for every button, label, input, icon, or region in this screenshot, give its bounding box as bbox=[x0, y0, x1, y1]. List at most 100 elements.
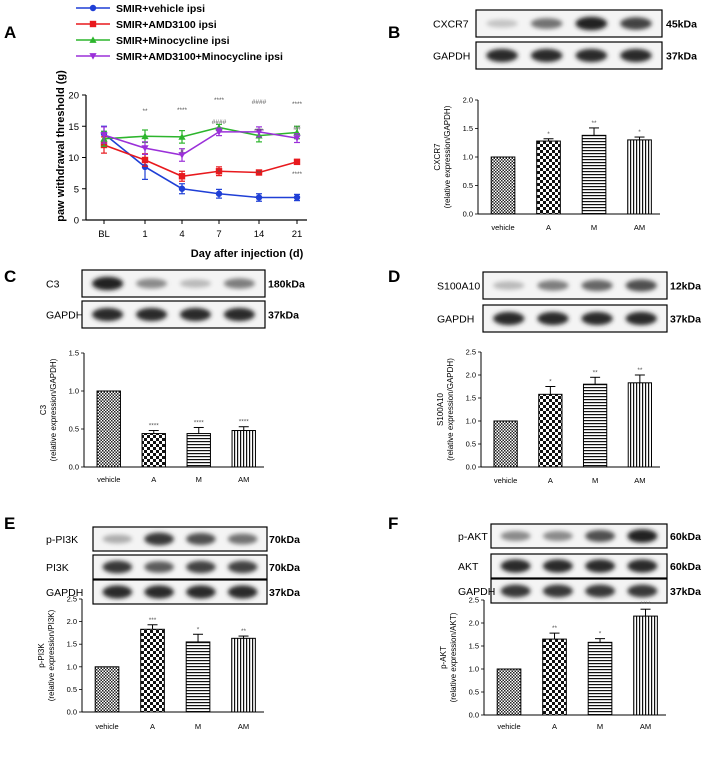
x-tick-label: A bbox=[546, 223, 551, 232]
blot-band bbox=[135, 307, 168, 322]
blot-row-pi3k: PI3K 70kDa bbox=[46, 554, 300, 580]
series-line bbox=[103, 144, 298, 178]
blot-label: S100A10 bbox=[437, 281, 480, 293]
blot-row-akt: AKT 60kDa bbox=[458, 553, 701, 579]
series-line bbox=[103, 131, 298, 156]
significance-label: * bbox=[547, 131, 550, 138]
significance-label: *** bbox=[149, 617, 157, 624]
blot-band bbox=[227, 585, 258, 599]
blot-label: GAPDH bbox=[433, 51, 470, 63]
molecular-weight-label: 37kDa bbox=[666, 51, 697, 63]
x-tick-label: A bbox=[552, 722, 557, 731]
molecular-weight-label: 37kDa bbox=[269, 587, 300, 599]
y-tick-label: 0 bbox=[74, 216, 79, 227]
y-tick-label: 5 bbox=[74, 184, 79, 195]
blot-label: CXCR7 bbox=[433, 19, 469, 31]
x-tick-label: M bbox=[591, 223, 597, 232]
x-tick-label: vehicle bbox=[497, 722, 520, 731]
bar-a bbox=[141, 433, 166, 468]
blot-band bbox=[486, 19, 518, 28]
significance-label: ** bbox=[637, 367, 643, 374]
data-point-circle bbox=[178, 185, 186, 192]
x-tick-label: vehicle bbox=[95, 722, 118, 731]
significance-label: * bbox=[197, 626, 200, 633]
molecular-weight-label: 37kDa bbox=[670, 586, 701, 598]
x-tick-label: 21 bbox=[292, 229, 303, 240]
blot-band bbox=[144, 532, 174, 546]
bar-vehicle bbox=[94, 666, 120, 713]
significance-label: **** bbox=[194, 419, 205, 426]
bar-a bbox=[542, 638, 567, 716]
significance-label: ** bbox=[241, 628, 247, 635]
blot-row-cxcr7: CXCR7 45kDa bbox=[433, 9, 697, 38]
bar-m bbox=[587, 641, 613, 716]
blot-band bbox=[581, 311, 613, 326]
molecular-weight-label: 180kDa bbox=[268, 279, 305, 291]
x-tick-label: A bbox=[150, 722, 155, 731]
blot-band bbox=[486, 48, 518, 63]
y-tick-label: 0.5 bbox=[69, 425, 79, 434]
significance-label: **** bbox=[640, 601, 651, 608]
blot-band bbox=[530, 48, 563, 63]
data-point-circle bbox=[89, 4, 97, 12]
series-line bbox=[103, 126, 298, 140]
blot-row-gapdh: GAPDH 37kDa bbox=[46, 579, 300, 605]
bar-m bbox=[582, 383, 608, 468]
y-axis-subtitle: (relative expression/GAPDH) bbox=[446, 358, 455, 461]
blot-band bbox=[227, 560, 258, 574]
blot-label: GAPDH bbox=[46, 310, 83, 322]
y-axis-title: p-AKT bbox=[439, 646, 448, 669]
y-tick-label: 0.0 bbox=[466, 463, 476, 472]
western-blot-panel-d: S100A10 12kDa GAPDH 37kDa bbox=[437, 271, 701, 333]
panel-letter-E: E bbox=[4, 514, 15, 533]
significance-label: **** bbox=[239, 419, 250, 426]
bar-am bbox=[231, 637, 256, 713]
blot-band bbox=[620, 17, 652, 30]
bar-chart-panel-c: 0.0 0.5 1.0 1.5 vehicle **** A **** M **** AM C3 (re… bbox=[39, 349, 264, 484]
blot-label: GAPDH bbox=[46, 587, 83, 599]
y-tick-label: 0.5 bbox=[67, 685, 77, 694]
y-tick-label: 10 bbox=[68, 153, 79, 164]
molecular-weight-label: 70kDa bbox=[269, 562, 300, 574]
x-tick-label: 1 bbox=[142, 229, 147, 240]
bar-vehicle bbox=[496, 668, 522, 716]
data-point-circle bbox=[293, 194, 301, 201]
legend: SMIR+vehicle ipsi SMIR+AMD3100 ipsi SMIR+M… bbox=[76, 3, 283, 63]
blot-band bbox=[186, 585, 216, 599]
y-axis-title: C3 bbox=[39, 404, 48, 415]
data-point-triangle bbox=[141, 132, 149, 140]
data-point-circle bbox=[141, 163, 149, 171]
bar-a bbox=[536, 140, 561, 215]
y-tick-label: 15 bbox=[68, 122, 79, 133]
y-tick-label: 0.0 bbox=[463, 210, 473, 219]
blot-row-gapdh: GAPDH 37kDa bbox=[437, 304, 701, 333]
y-tick-label: 0.5 bbox=[469, 688, 479, 697]
bar-am bbox=[627, 139, 652, 215]
y-axis-subtitle: (relative expression/GAPDH) bbox=[49, 358, 58, 461]
blot-band bbox=[186, 560, 216, 574]
x-tick-label: BL bbox=[98, 229, 110, 240]
x-tick-label: AM bbox=[238, 475, 249, 484]
x-tick-label: M bbox=[195, 722, 201, 731]
blot-label: GAPDH bbox=[458, 586, 495, 598]
y-tick-label: 2.5 bbox=[67, 595, 77, 604]
panel-letter-C: C bbox=[4, 267, 16, 286]
molecular-weight-label: 60kDa bbox=[670, 531, 701, 543]
bar-am bbox=[633, 615, 658, 716]
blot-band bbox=[493, 281, 525, 290]
bar-vehicle bbox=[96, 390, 121, 468]
blot-band bbox=[537, 280, 569, 291]
x-tick-label: 7 bbox=[216, 229, 221, 240]
blot-band bbox=[620, 48, 652, 63]
blot-band bbox=[542, 531, 573, 541]
bar-chart-panel-d: 0.0 0.5 1.0 1.5 2.0 2.5 vehicle * A ** M ** AM S100A1… bbox=[436, 348, 660, 485]
blot-band bbox=[493, 311, 525, 326]
x-tick-label: vehicle bbox=[97, 475, 120, 484]
blot-band bbox=[500, 584, 531, 598]
x-axis-title: Day after injection (d) bbox=[191, 248, 304, 260]
blot-band bbox=[575, 16, 608, 31]
molecular-weight-label: 37kDa bbox=[268, 310, 299, 322]
blot-label: C3 bbox=[46, 279, 60, 291]
y-axis-title: paw withdrawal threshold (g) bbox=[55, 70, 67, 222]
bar-vehicle bbox=[493, 420, 518, 468]
